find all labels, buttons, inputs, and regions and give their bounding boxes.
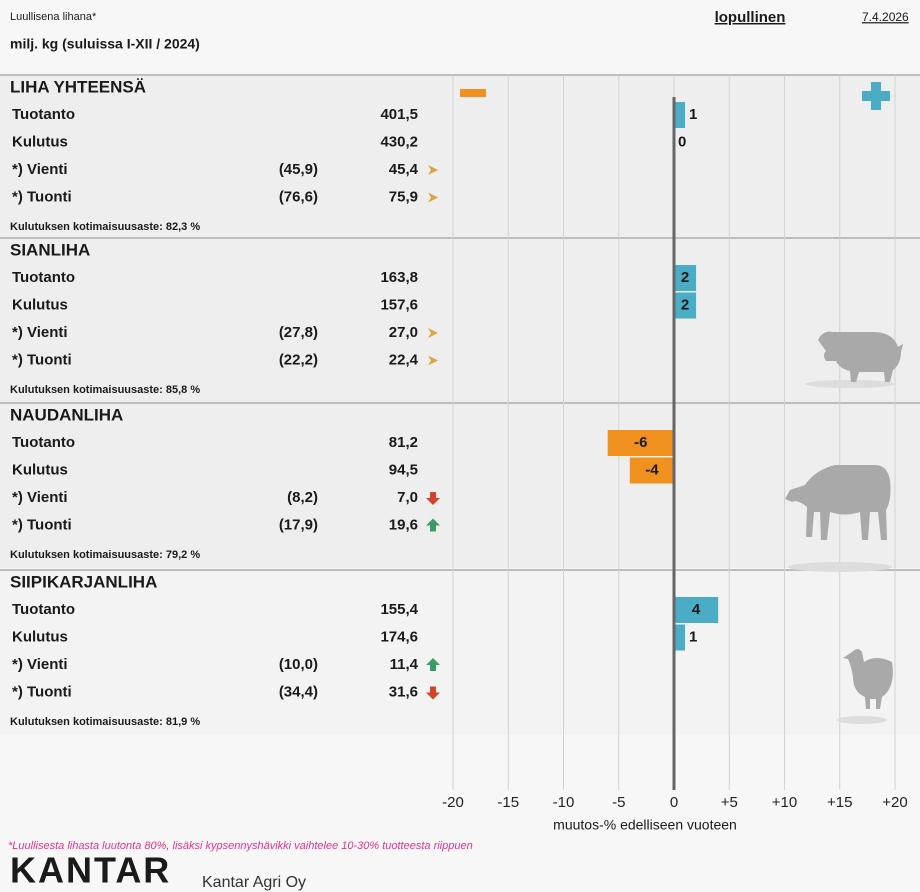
row-label: *) Tuonti [12, 351, 72, 368]
note: Kulutuksen kotimaisuusaste: 81,9 % [10, 716, 200, 728]
previous-value: (34,4) [279, 683, 318, 700]
previous-value: (27,8) [279, 324, 318, 341]
value: 430,2 [380, 133, 418, 150]
x-tick-label: +10 [772, 794, 797, 811]
bar-label: -4 [645, 461, 659, 478]
value: 157,6 [380, 296, 418, 313]
row-label: *) Tuonti [12, 683, 72, 700]
bar-label: 1 [689, 106, 697, 123]
bar-label: 4 [692, 601, 701, 618]
x-axis-title: muutos-% edelliseen vuoteen [553, 817, 737, 833]
note: Kulutuksen kotimaisuusaste: 85,8 % [10, 384, 200, 396]
previous-value: (45,9) [279, 161, 318, 178]
section-background [0, 75, 920, 240]
row-label: Kulutus [12, 133, 68, 150]
bar-label: 0 [678, 133, 686, 150]
section-title: NAUDANLIHA [10, 405, 123, 424]
x-tick-label: -15 [497, 794, 519, 811]
x-tick-label: +5 [721, 794, 738, 811]
value: 94,5 [389, 461, 418, 478]
shadow [837, 716, 887, 724]
value: 155,4 [380, 601, 418, 618]
bar-label: -6 [634, 434, 647, 451]
row-label: Kulutus [12, 461, 68, 478]
previous-value: (8,2) [287, 489, 318, 506]
page: {"header": {"title": "Luullisena lihana*… [0, 0, 920, 892]
row-label: *) Vienti [12, 489, 68, 506]
value: 81,2 [389, 434, 418, 451]
background [0, 75, 920, 790]
row-label: Tuotanto [12, 601, 75, 618]
bar-label: 2 [681, 296, 689, 313]
value: 163,8 [380, 269, 418, 286]
date: 7.4.2026 [862, 10, 909, 24]
value: 19,6 [389, 516, 418, 533]
company: Kantar Agri Oy [202, 874, 306, 891]
value: 27,0 [389, 324, 418, 341]
minus-icon [460, 89, 486, 97]
unit: milj. kg (suluissa I-XII / 2024) [10, 36, 200, 52]
row-label: *) Tuonti [12, 516, 72, 533]
value: 401,5 [380, 106, 418, 123]
row-label: Tuotanto [12, 269, 75, 286]
infographic: Luullisena lihana* milj. kg (suluissa I-… [0, 0, 920, 892]
note: Kulutuksen kotimaisuusaste: 82,3 % [10, 221, 200, 233]
section-title: SIANLIHA [10, 240, 90, 259]
bar [674, 625, 685, 651]
row-label: *) Vienti [12, 161, 68, 178]
note: Kulutuksen kotimaisuusaste: 79,2 % [10, 549, 200, 561]
row-label: Tuotanto [12, 106, 75, 123]
bar-label: 2 [681, 269, 689, 286]
row-label: *) Vienti [12, 324, 68, 341]
section-background [0, 403, 920, 568]
value: 174,6 [380, 628, 418, 645]
title: Luullisena lihana* [10, 11, 97, 23]
section-background [0, 238, 920, 403]
x-tick-label: -5 [612, 794, 625, 811]
value: 22,4 [389, 351, 419, 368]
previous-value: (76,6) [279, 188, 318, 205]
previous-value: (10,0) [279, 656, 318, 673]
value: 11,4 [390, 656, 419, 673]
bar-label: 1 [689, 628, 697, 645]
section-title: SIIPIKARJANLIHA [10, 572, 157, 591]
x-tick-label: 0 [670, 794, 678, 811]
x-tick-label: -10 [553, 794, 575, 811]
row-label: Kulutus [12, 628, 68, 645]
value: 7,0 [397, 489, 418, 506]
row-label: Kulutus [12, 296, 68, 313]
row-label: *) Vienti [12, 656, 68, 673]
brand: KANTAR [10, 850, 171, 891]
row-label: *) Tuonti [12, 188, 72, 205]
value: 45,4 [389, 161, 419, 178]
value: 31,6 [389, 683, 418, 700]
previous-value: (17,9) [279, 516, 318, 533]
value: 75,9 [389, 188, 418, 205]
row-label: Tuotanto [12, 434, 75, 451]
shadow [805, 380, 895, 388]
section-background [0, 570, 920, 735]
section-title: LIHA YHTEENSÄ [10, 77, 146, 96]
x-tick-label: +20 [882, 794, 907, 811]
status: lopullinen [715, 9, 786, 26]
shadow [788, 562, 892, 572]
x-tick-label: +15 [827, 794, 852, 811]
bar [674, 102, 685, 128]
previous-value: (22,2) [279, 351, 318, 368]
x-tick-label: -20 [442, 794, 464, 811]
